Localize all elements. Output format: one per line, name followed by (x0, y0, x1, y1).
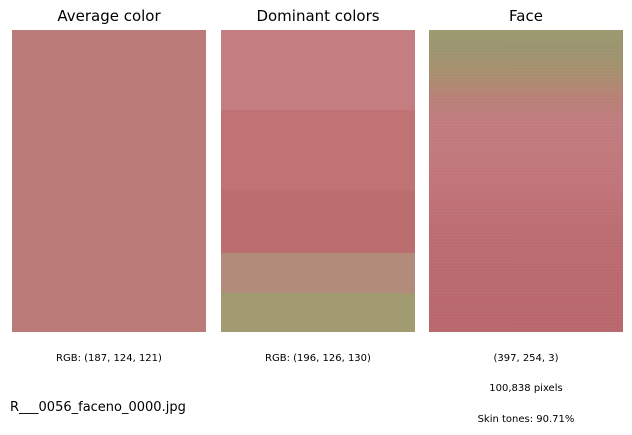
face-shape: (397, 254, 3) (493, 353, 559, 364)
average-color-rgb: RGB: (187, 124, 121) (56, 353, 162, 364)
average-color-swatch (12, 30, 206, 332)
face-image (429, 30, 623, 332)
dominant-color-rgb: RGB: (196, 126, 130) (265, 353, 371, 364)
average-color-title: Average color (57, 7, 161, 25)
image-filename: R___0056_faceno_0000.jpg (10, 400, 186, 415)
dominant-color-band (221, 190, 415, 254)
dominant-color-band (221, 110, 415, 191)
face-skin-tones: Skin tones: 90.71% (477, 414, 575, 425)
face-image-texture (429, 30, 623, 332)
face-title: Face (509, 7, 543, 25)
dominant-color-band (221, 253, 415, 293)
dominant-colors-panel (221, 30, 415, 333)
dominant-colors-title: Dominant colors (256, 7, 380, 25)
dominant-color-band (221, 30, 415, 111)
dominant-color-band (221, 292, 415, 333)
average-color-panel (12, 30, 206, 332)
face-pixel-count: 100,838 pixels (489, 383, 563, 394)
